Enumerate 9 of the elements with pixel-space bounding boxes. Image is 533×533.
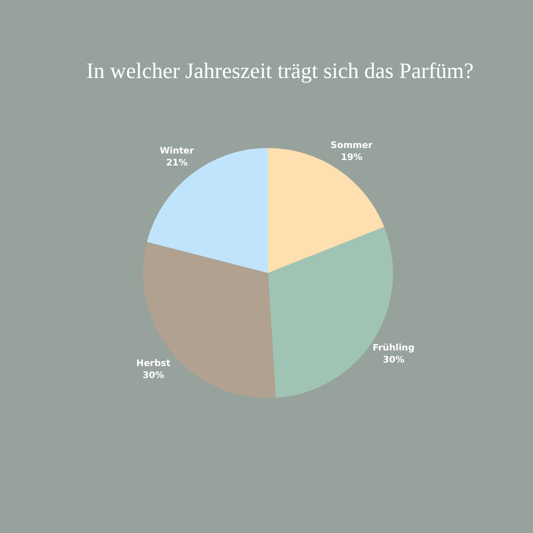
slice-label: Frühling — [372, 344, 415, 354]
chart-title: In welcher Jahreszeit trägt sich das Parfüm? — [86, 58, 474, 83]
data-label: 30% — [382, 356, 404, 366]
data-label: 30% — [142, 370, 164, 381]
data-label: 19% — [340, 152, 362, 163]
data-label: 21% — [166, 158, 188, 168]
slice-label: Herbst — [136, 358, 172, 369]
slice-label: Sommer — [330, 140, 374, 151]
slice-label: Winter — [160, 146, 195, 156]
